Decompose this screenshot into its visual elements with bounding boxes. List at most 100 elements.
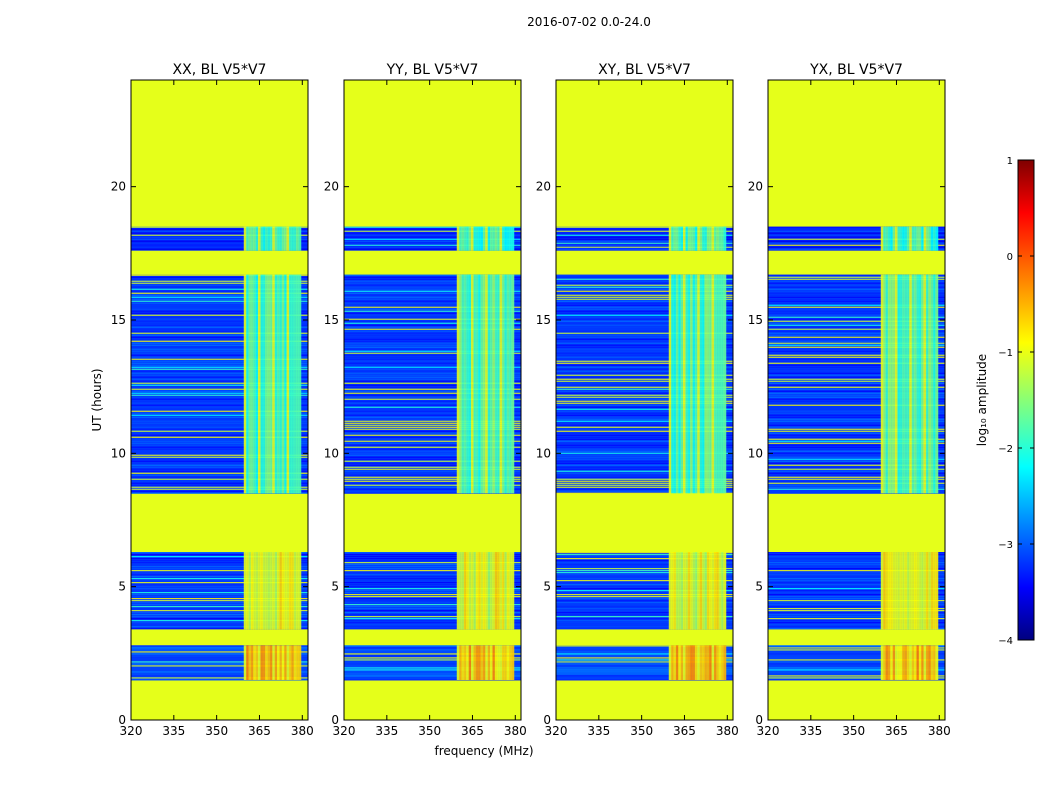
time-stripe xyxy=(344,584,521,586)
rfi-column xyxy=(288,552,292,630)
rfi-column xyxy=(291,552,295,630)
rfi-column xyxy=(890,552,894,630)
time-stripe xyxy=(131,594,308,596)
y-axis-label: UT (hours) xyxy=(90,368,104,431)
rfi-column xyxy=(456,645,460,680)
rfi-column xyxy=(243,645,247,680)
rfi-column xyxy=(675,226,679,251)
rfi-column xyxy=(504,552,508,630)
time-stripe xyxy=(131,614,308,616)
time-stripe xyxy=(768,486,945,488)
time-stripe xyxy=(131,604,308,606)
time-stripe xyxy=(768,608,945,610)
rfi-column xyxy=(475,274,479,494)
time-stripe xyxy=(768,360,945,362)
time-stripe xyxy=(768,412,945,414)
rfi-column xyxy=(262,645,266,680)
rfi-column xyxy=(675,552,679,630)
time-stripe xyxy=(768,310,945,312)
time-stripe xyxy=(768,274,945,276)
rfi-column xyxy=(461,226,465,251)
time-stripe xyxy=(131,663,308,665)
rfi-column xyxy=(499,645,503,680)
rfi-column xyxy=(258,552,261,630)
time-stripe xyxy=(344,402,521,404)
time-stripe xyxy=(344,462,521,464)
time-stripe xyxy=(344,450,521,452)
time-stripe xyxy=(768,470,945,472)
time-stripe xyxy=(344,322,521,324)
rfi-column xyxy=(690,645,693,680)
time-stripe xyxy=(344,468,521,470)
time-stripe xyxy=(131,466,308,468)
time-stripe xyxy=(556,374,733,376)
time-stripe xyxy=(768,679,945,681)
time-stripe xyxy=(556,606,733,608)
time-stripe xyxy=(344,600,521,602)
time-stripe xyxy=(768,626,945,628)
time-stripe xyxy=(344,576,521,578)
rfi-column xyxy=(466,274,470,494)
time-stripe xyxy=(768,675,945,677)
time-stripe xyxy=(131,322,308,324)
time-stripe xyxy=(768,294,945,296)
rfi-column xyxy=(706,645,710,680)
rfi-column xyxy=(721,274,724,494)
time-stripe xyxy=(556,352,733,354)
time-stripe xyxy=(556,651,733,653)
time-stripe xyxy=(131,671,308,673)
time-stripe xyxy=(131,358,308,360)
time-stripe xyxy=(768,288,945,290)
rfi-column xyxy=(885,552,889,630)
time-stripe xyxy=(131,410,308,412)
time-stripe xyxy=(768,362,945,364)
time-stripe xyxy=(556,466,733,468)
time-stripe xyxy=(768,322,945,324)
colorbar: 1 0 −1 −2 −3 −4 log₁₀ amplitude xyxy=(975,156,1035,647)
time-stripe xyxy=(768,408,945,410)
time-stripe xyxy=(131,560,308,562)
time-stripe xyxy=(344,436,521,438)
rfi-column xyxy=(468,645,472,680)
time-stripe xyxy=(131,657,308,659)
rfi-column xyxy=(706,552,710,630)
time-stripe xyxy=(768,296,945,298)
time-stripe xyxy=(344,388,521,390)
time-stripe xyxy=(556,486,733,488)
rfi-column xyxy=(699,274,703,494)
time-stripe xyxy=(344,374,521,376)
time-stripe xyxy=(768,282,945,284)
rfi-column xyxy=(286,645,290,680)
data-block-3 xyxy=(131,274,308,494)
time-stripe xyxy=(556,677,733,679)
time-stripe xyxy=(131,226,308,228)
rfi-column xyxy=(697,552,701,630)
rfi-column xyxy=(711,645,715,680)
time-stripe xyxy=(344,556,521,558)
rfi-column xyxy=(883,552,886,630)
rfi-column xyxy=(506,552,510,630)
time-stripe xyxy=(344,226,521,228)
rfi-column xyxy=(895,226,898,251)
time-stripe xyxy=(556,448,733,450)
rfi-column xyxy=(930,552,934,630)
time-stripe xyxy=(768,336,945,338)
time-stripe xyxy=(344,312,521,314)
time-stripe xyxy=(556,244,733,246)
time-stripe xyxy=(344,244,521,246)
time-stripe xyxy=(768,649,945,651)
time-stripe xyxy=(131,422,308,424)
time-stripe xyxy=(768,444,945,446)
time-stripe xyxy=(768,302,945,304)
time-stripe xyxy=(131,232,308,234)
time-stripe xyxy=(556,354,733,356)
time-stripe xyxy=(556,566,733,568)
time-stripe xyxy=(768,462,945,464)
y-tick-label: 5 xyxy=(543,580,551,594)
panel-plot-area xyxy=(131,80,308,720)
time-stripe xyxy=(556,602,733,604)
x-axis-label: frequency (MHz) xyxy=(434,744,533,758)
time-stripe xyxy=(344,564,521,566)
x-tick-label: 320 xyxy=(757,724,780,738)
time-stripe xyxy=(344,426,521,428)
